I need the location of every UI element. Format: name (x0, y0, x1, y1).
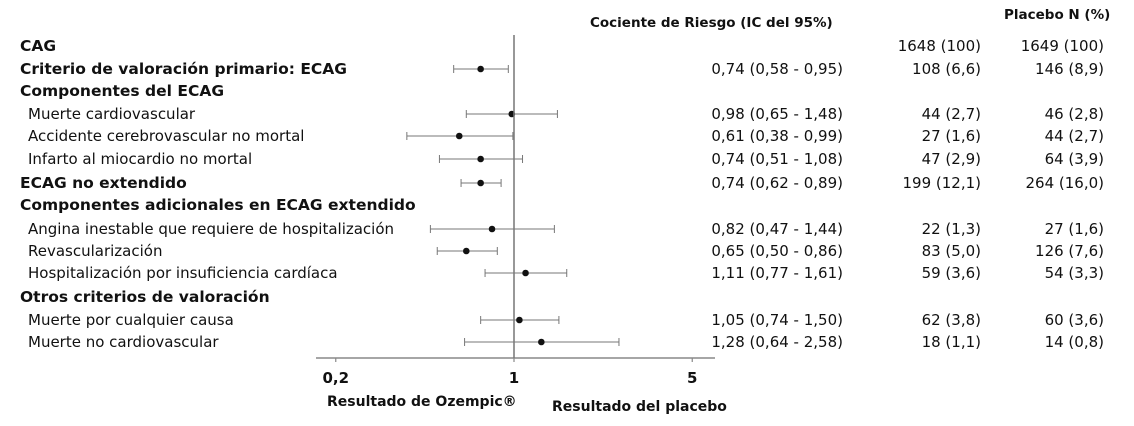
x-tick-label: 1 (509, 369, 519, 387)
row-label: Angina inestable que requiere de hospita… (28, 220, 395, 238)
placebo-n: 64 (3,9) (1044, 150, 1104, 168)
hr-point (516, 316, 523, 324)
placebo-n: 60 (3,6) (1044, 311, 1104, 329)
row-label: Accidente cerebrovascular no mortal (28, 127, 305, 145)
placebo-n: 54 (3,3) (1044, 264, 1104, 282)
ozempic-n: 199 (12,1) (902, 174, 981, 192)
row-label: Muerte no cardiovascular (28, 333, 219, 351)
placebo-n: 27 (1,6) (1044, 220, 1104, 238)
ozempic-n: 22 (1,3) (921, 220, 981, 238)
x-tick-label: 5 (687, 369, 697, 387)
hr-value: 0,74 (0,62 - 0,89) (711, 174, 843, 192)
placebo-n: 46 (2,8) (1044, 105, 1104, 123)
ozempic-n: 62 (3,8) (921, 311, 981, 329)
hr-point (462, 247, 470, 255)
hr-value: 0,61 (0,38 - 0,99) (711, 127, 843, 145)
hr-point (455, 132, 463, 140)
hr-value: 1,11 (0,77 - 1,61) (711, 264, 843, 282)
xlabel-left: Resultado de Ozempic® (327, 394, 517, 410)
ozempic-n: 18 (1,1) (921, 333, 981, 351)
row-label: Criterio de valoración primario: ECAG (20, 60, 348, 78)
placebo-column-header: Placebo N (%) (1004, 7, 1111, 23)
hr-value: 0,82 (0,47 - 1,44) (711, 220, 843, 238)
ozempic-n: 108 (6,6) (912, 60, 981, 78)
hr-point (477, 65, 484, 73)
hr-value: 0,65 (0,50 - 0,86) (711, 242, 843, 260)
ozempic-n: 1648 (100) (897, 37, 981, 55)
hr-value: 0,98 (0,65 - 1,48) (711, 105, 843, 123)
ozempic-n: 59 (3,6) (921, 264, 981, 282)
xlabel-right: Resultado del placebo (552, 399, 727, 415)
row-label: Hospitalización por insuficiencia cardía… (28, 264, 338, 282)
row-label: Muerte cardiovascular (28, 105, 196, 123)
placebo-n: 264 (16,0) (1025, 174, 1104, 192)
placebo-n: 126 (7,6) (1035, 242, 1104, 260)
placebo-n: 14 (0,8) (1044, 333, 1104, 351)
placebo-n: 1649 (100) (1020, 37, 1104, 55)
ozempic-n: 83 (5,0) (921, 242, 981, 260)
ozempic-n: 47 (2,9) (921, 150, 981, 168)
row-label: Infarto al miocardio no mortal (28, 150, 253, 168)
row-label: Otros criterios de valoración (20, 288, 270, 306)
hr-value: 1,28 (0,64 - 2,58) (711, 333, 843, 351)
ozempic-n: 27 (1,6) (921, 127, 981, 145)
hr-column-header: Cociente de Riesgo (IC del 95%) (590, 15, 833, 31)
placebo-n: 146 (8,9) (1035, 60, 1104, 78)
row-label: Revascularización (28, 242, 163, 260)
ozempic-n: 44 (2,7) (921, 105, 981, 123)
row-label: Componentes adicionales en ECAG extendid… (20, 196, 416, 214)
hr-point (488, 225, 496, 233)
row-label: CAG (20, 37, 57, 55)
placebo-n: 44 (2,7) (1044, 127, 1104, 145)
row-label: Componentes del ECAG (20, 82, 225, 100)
hr-point (522, 269, 529, 277)
row-label: ECAG no extendido (20, 174, 187, 192)
hr-point (477, 155, 484, 163)
hr-point (538, 338, 545, 346)
hr-value: 0,74 (0,58 - 0,95) (711, 60, 843, 78)
hr-value: 0,74 (0,51 - 1,08) (711, 150, 843, 168)
hr-value: 1,05 (0,74 - 1,50) (711, 311, 843, 329)
hr-point (477, 179, 484, 187)
row-label: Muerte por cualquier causa (28, 311, 234, 329)
x-tick-label: 0,2 (322, 369, 349, 387)
